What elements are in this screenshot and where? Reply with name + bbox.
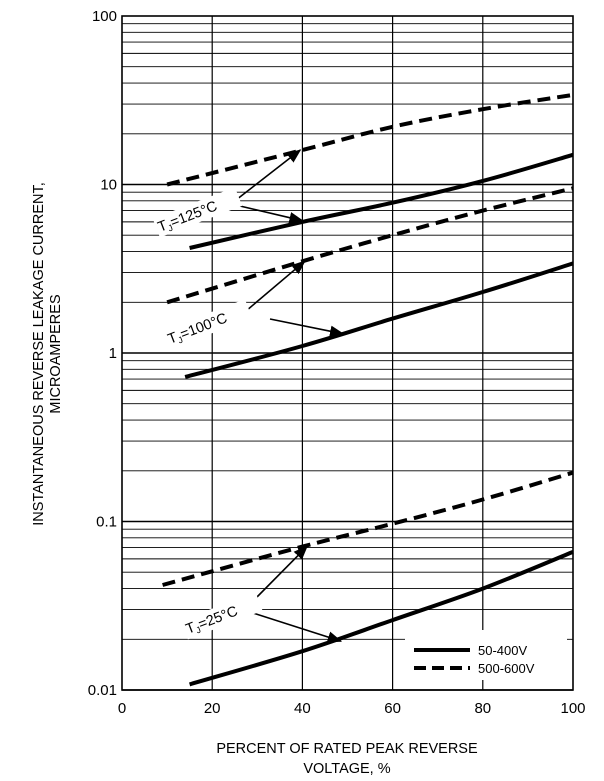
- axes: 0 20 40 60 80 100 0.01 0.1 1 10 100: [88, 8, 586, 717]
- annotation-arrow: [269, 318, 345, 337]
- series-layer: [162, 92, 574, 687]
- y-axis-label-line2: MICROAMPERES: [48, 294, 64, 413]
- x-axis-label-line2: VOLTAGE, %: [303, 761, 390, 777]
- legend: 50-400V 500-600V: [405, 630, 567, 680]
- grid: [122, 16, 573, 691]
- y-tick-label: 100: [92, 8, 117, 25]
- annotation-tj-125: TJ=125°C: [152, 187, 243, 238]
- series-50-400v-tj25: [189, 550, 574, 687]
- y-tick-label: 1: [109, 345, 117, 362]
- y-tick-label: 10: [100, 177, 117, 194]
- annotation-tj-100: TJ=100°C: [162, 299, 253, 350]
- annotation-arrow: [245, 260, 306, 312]
- series-500-600v-tj100: [166, 186, 574, 305]
- x-axis-label-line1: PERCENT OF RATED PEAK REVERSE: [216, 741, 478, 757]
- x-tick-label: 40: [294, 700, 311, 717]
- series-50-400v-tj100: [184, 261, 574, 379]
- x-tick-label: 60: [384, 700, 401, 717]
- legend-label-dashed: 500-600V: [478, 661, 535, 676]
- series-500-600v-tj125: [166, 92, 574, 187]
- x-tick-label: 100: [560, 700, 585, 717]
- legend-label-solid: 50-400V: [478, 643, 527, 658]
- annotation-arrow: [239, 205, 304, 224]
- y-tick-label: 0.1: [96, 514, 117, 531]
- series-50-400v-tj125: [189, 152, 574, 250]
- annotation-arrow: [235, 149, 302, 201]
- x-tick-label: 20: [204, 700, 221, 717]
- x-tick-label: 80: [474, 700, 491, 717]
- annotation-arrows: [235, 149, 345, 643]
- annotation-arrow: [249, 611, 343, 643]
- plot-frame: [121, 15, 574, 691]
- y-axis-label-line1: INSTANTANEOUS REVERSE LEAKAGE CURRENT,: [31, 182, 47, 526]
- annotation-arrow: [255, 545, 308, 599]
- y-tick-label: 0.01: [88, 682, 117, 699]
- x-tick-label: 0: [118, 700, 126, 717]
- legend-box: [405, 630, 567, 680]
- annotation-tj-25: TJ=25°C: [180, 592, 263, 640]
